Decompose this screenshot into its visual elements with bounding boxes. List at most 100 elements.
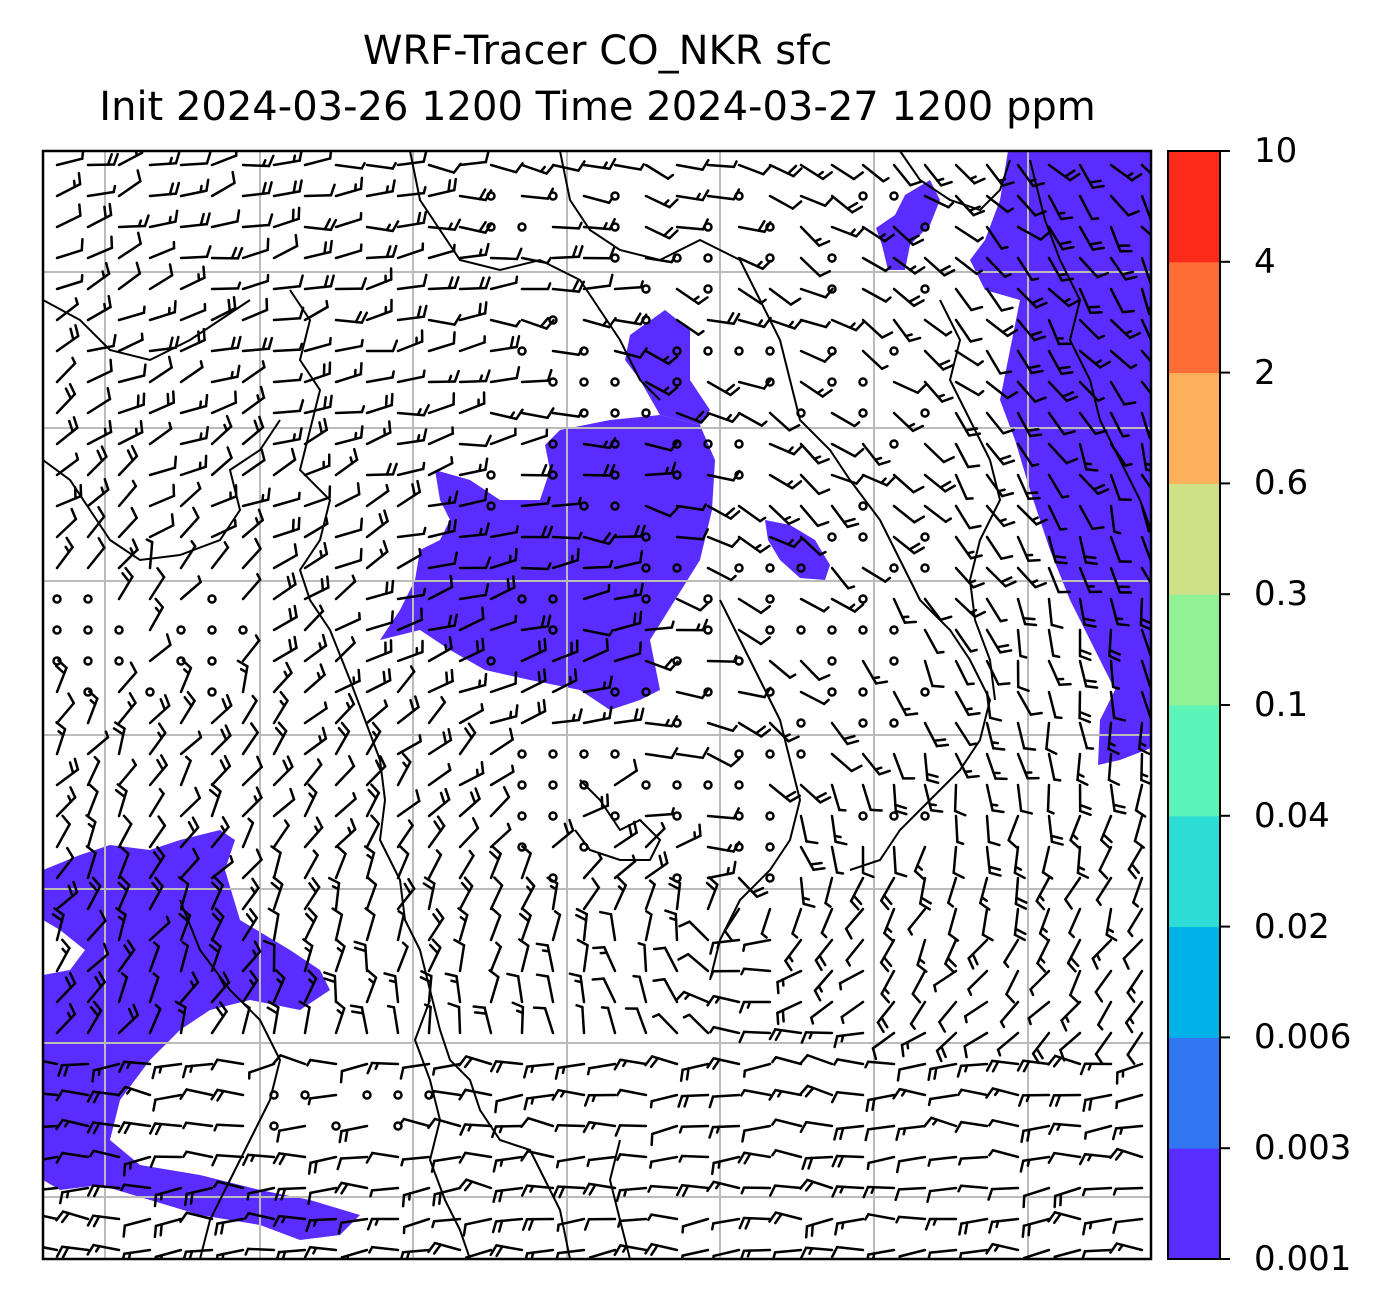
wind-barb [506, 972, 524, 1004]
wind-barb [334, 517, 364, 539]
wind-barb [680, 1248, 710, 1259]
wind-barb [1048, 1122, 1082, 1136]
coastline [413, 999, 471, 1259]
wind-barb [1045, 721, 1058, 756]
calm-marker [548, 780, 558, 790]
wind-barb [871, 1031, 896, 1061]
wind-barb [91, 1062, 121, 1083]
calm-marker [672, 656, 682, 666]
wind-barb [907, 907, 927, 936]
calm-marker [579, 842, 589, 852]
wind-barb [86, 358, 113, 384]
wind-barb [55, 1151, 90, 1164]
colorbar-segment [1168, 594, 1220, 706]
wind-barb [489, 907, 502, 942]
wind-barb [582, 705, 613, 725]
wind-barb [880, 969, 896, 1004]
colorbar-tick-label: 0.006 [1254, 1017, 1352, 1058]
wind-barb [923, 1116, 958, 1128]
wind-barb [241, 694, 258, 725]
wind-barb [148, 694, 171, 725]
wind-barb [865, 1093, 896, 1113]
wind-barb [861, 163, 890, 183]
wind-barb [706, 312, 741, 325]
wind-barb [644, 879, 656, 911]
wind-barb [117, 814, 133, 849]
wind-barb [179, 327, 206, 353]
wind-barb [272, 721, 288, 756]
calm-marker [889, 656, 899, 666]
wind-barb [985, 783, 1005, 814]
coastline [289, 289, 571, 1259]
wind-barb [652, 946, 679, 973]
wind-barb [272, 274, 304, 291]
wind-barb [303, 299, 329, 322]
wind-barb [431, 1217, 462, 1229]
wind-barb [771, 1055, 803, 1066]
calm-marker [703, 253, 713, 263]
calm-marker [610, 253, 620, 263]
wind-barb [799, 845, 826, 872]
wind-barb [303, 183, 336, 198]
wind-barb [830, 566, 856, 590]
wind-barb [334, 574, 357, 601]
calm-marker [610, 191, 620, 201]
wind-barb [179, 1211, 214, 1224]
wind-barb [365, 244, 398, 260]
wind-barb [1109, 225, 1133, 253]
wind-barb [179, 1088, 214, 1100]
wind-barb [954, 287, 984, 312]
wind-barb [179, 151, 212, 167]
calm-marker [672, 439, 682, 449]
wind-barb [954, 659, 975, 686]
wind-barb [430, 1155, 462, 1173]
calm-marker [858, 687, 868, 697]
wind-barb [954, 504, 982, 530]
wind-barb [306, 1058, 338, 1067]
wind-barb [149, 1155, 183, 1169]
wind-barb [458, 369, 491, 384]
wind-barb [396, 695, 420, 725]
wind-barb [117, 305, 146, 322]
wind-barb [575, 1004, 586, 1035]
wind-barb [520, 876, 536, 911]
wind-barb [892, 783, 908, 816]
calm-marker [765, 873, 775, 883]
wind-barb [834, 1217, 865, 1236]
wind-barb [303, 969, 318, 1004]
wind-barb [396, 329, 424, 353]
wind-barb [86, 876, 102, 911]
wind-barb [86, 294, 112, 322]
wind-barb [334, 361, 363, 384]
wind-barb [427, 455, 454, 477]
wind-barb [678, 920, 710, 942]
wind-barb [954, 225, 984, 243]
wind-barb [613, 876, 628, 911]
wind-barb [117, 169, 142, 198]
wind-barb [644, 821, 666, 849]
wind-barb [272, 233, 299, 260]
wind-barb [489, 525, 519, 539]
wind-barb [210, 484, 238, 508]
wind-barb [365, 392, 394, 415]
wind-barb [55, 1245, 90, 1259]
calm-marker [765, 687, 775, 697]
calm-marker [641, 687, 651, 697]
wind-barb [489, 822, 512, 849]
wind-barb [830, 504, 860, 529]
wind-barb [365, 668, 392, 694]
wind-barb [241, 181, 273, 198]
wind-barb [988, 1149, 1020, 1159]
wind-barb [179, 816, 200, 849]
calm-marker [765, 594, 775, 604]
calm-marker [486, 656, 496, 666]
wind-barb [1108, 628, 1122, 662]
wind-barb [55, 814, 71, 849]
wind-barb [86, 783, 99, 818]
wind-barb [1078, 628, 1092, 662]
wind-barb [879, 876, 896, 911]
wind-barb [711, 1155, 741, 1176]
wind-barb [551, 668, 578, 694]
wind-barb [489, 764, 515, 787]
wind-barb [179, 178, 210, 198]
